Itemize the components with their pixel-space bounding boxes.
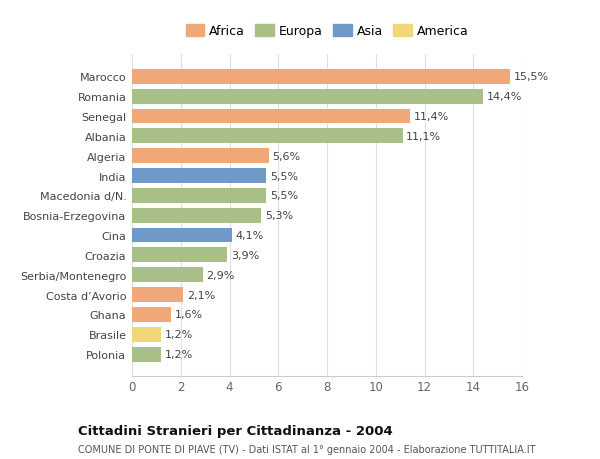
Text: 2,1%: 2,1% [187,290,215,300]
Bar [132,70,510,84]
Text: 11,1%: 11,1% [406,132,442,141]
Bar [132,268,203,283]
Bar [132,228,232,243]
Bar [132,327,161,342]
Text: 1,2%: 1,2% [165,349,193,359]
Text: COMUNE DI PONTE DI PIAVE (TV) - Dati ISTAT al 1° gennaio 2004 - Elaborazione TUT: COMUNE DI PONTE DI PIAVE (TV) - Dati IST… [78,444,536,454]
Text: 5,5%: 5,5% [270,171,298,181]
Bar [132,169,266,184]
Bar [132,208,261,223]
Text: 5,5%: 5,5% [270,191,298,201]
Text: 11,4%: 11,4% [413,112,449,122]
Legend: Africa, Europa, Asia, America: Africa, Europa, Asia, America [183,23,471,41]
Text: 1,6%: 1,6% [175,310,203,320]
Bar [132,308,171,322]
Bar [132,109,410,124]
Text: 5,6%: 5,6% [272,151,300,161]
Text: Cittadini Stranieri per Cittadinanza - 2004: Cittadini Stranieri per Cittadinanza - 2… [78,425,393,437]
Bar [132,129,403,144]
Text: 5,3%: 5,3% [265,211,293,221]
Bar [132,287,183,302]
Text: 1,2%: 1,2% [165,330,193,340]
Text: 2,9%: 2,9% [206,270,235,280]
Text: 15,5%: 15,5% [514,72,548,82]
Bar [132,149,269,164]
Bar [132,347,161,362]
Text: 14,4%: 14,4% [487,92,522,102]
Bar [132,248,227,263]
Text: 4,1%: 4,1% [236,230,264,241]
Bar [132,90,483,104]
Text: 3,9%: 3,9% [231,250,259,260]
Bar [132,189,266,203]
